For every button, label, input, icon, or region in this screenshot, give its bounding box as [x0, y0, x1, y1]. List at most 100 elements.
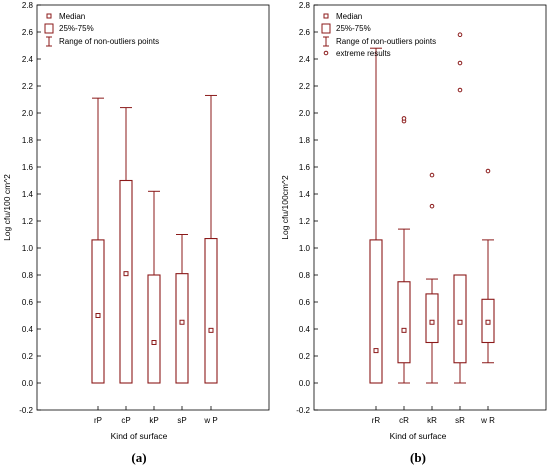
- legend-median-label: Median: [336, 12, 362, 21]
- iqr-box: [453, 274, 467, 364]
- panel-label: (a): [131, 450, 146, 465]
- median-marker: [457, 319, 463, 325]
- extreme-point: [457, 60, 463, 66]
- legend-extreme-marker: [323, 50, 329, 56]
- y-tick-label: 1.4: [22, 190, 34, 199]
- legend-whisker-label: Range of non-outliers points: [59, 37, 159, 46]
- extreme-point: [429, 172, 435, 178]
- legend-box-marker: [321, 23, 331, 34]
- legend: Median 25%-75% Range of non-outliers point…: [321, 12, 436, 58]
- x-tick-label: rP: [94, 416, 102, 425]
- y-tick-label: 1.6: [22, 163, 34, 172]
- box-cp: [119, 107, 133, 384]
- iqr-box: [397, 281, 411, 364]
- iqr-box: [91, 239, 105, 384]
- x-tick-label: cR: [399, 416, 409, 425]
- median-marker: [151, 340, 157, 345]
- legend-box-marker: [44, 23, 54, 34]
- y-axis-title: Log cfu/100cm^2: [280, 175, 290, 240]
- x-tick-label: w R: [480, 416, 495, 425]
- y-tick-label: 0.4: [22, 325, 34, 334]
- y-tick-label: 0.2: [22, 352, 34, 361]
- y-tick-label: 2.2: [22, 82, 34, 91]
- y-tick-label: 1.2: [22, 217, 34, 226]
- y-tick-label: 2.4: [299, 55, 311, 64]
- iqr-box: [119, 179, 133, 384]
- y-tick-label: 1.2: [299, 217, 311, 226]
- y-axis-title: Log cfu/100 cm^2: [2, 174, 12, 241]
- median-marker: [429, 319, 435, 325]
- y-tick-label: 0.2: [299, 352, 311, 361]
- y-tick-label: 0.4: [299, 325, 311, 334]
- x-tick-label: w P: [203, 416, 217, 425]
- y-tick-label: 0.6: [22, 298, 34, 307]
- median-marker: [123, 271, 129, 277]
- legend: Median 25%-75% Range of non-outliers point…: [44, 12, 159, 47]
- box-rr: [369, 47, 383, 384]
- y-tick-label: 1.8: [299, 136, 311, 145]
- y-tick-label: 0.6: [299, 298, 311, 307]
- panel-a: -0.2 0.0 0.2 0.4 0.6 0.8 1.0 1.2 1.4 1.6 1.8 2.0 2.2…: [2, 1, 270, 465]
- extreme-point: [485, 168, 491, 174]
- x-tick-label: kP: [149, 416, 158, 425]
- x-tick-label: sP: [177, 416, 186, 425]
- iqr-box: [175, 273, 189, 384]
- x-axis-title: Kind of surface: [390, 431, 447, 441]
- y-tick-label: -0.2: [296, 406, 310, 415]
- y-tick-label: 1.0: [299, 244, 311, 253]
- iqr-box: [147, 274, 161, 384]
- median-marker: [179, 319, 185, 325]
- median-marker: [485, 319, 491, 325]
- y-tick-label: 0.0: [22, 379, 34, 388]
- legend-median-marker: [323, 13, 329, 19]
- iqr-box: [369, 239, 383, 384]
- y-tick-label: 2.2: [299, 82, 311, 91]
- median-marker: [208, 327, 214, 333]
- box-wp: [204, 94, 218, 384]
- legend-extreme-label: extreme results: [336, 49, 391, 58]
- y-tick-label: 2.6: [22, 28, 34, 37]
- legend-box-label: 25%-75%: [59, 24, 94, 33]
- median-marker: [95, 313, 101, 318]
- panel-b: -0.2 0.0 0.2 0.4 0.6 0.8 1.0 1.2 1.4 1.6 1.8 2.0 2.2…: [280, 1, 547, 465]
- x-tick-label: kR: [427, 416, 437, 425]
- x-axis-title: Kind of surface: [111, 431, 168, 441]
- y-tick-label: 2.8: [22, 1, 34, 10]
- panel-label: (b): [410, 450, 426, 465]
- x-tick-label: rR: [372, 416, 381, 425]
- y-tick-label: -0.2: [19, 406, 33, 415]
- box-wr: [481, 168, 495, 364]
- y-tick-label: 0.0: [299, 379, 311, 388]
- box-kr: [425, 172, 439, 384]
- legend-box-label: 25%-75%: [336, 24, 371, 33]
- extreme-point: [429, 203, 435, 209]
- legend-median-label: Median: [59, 12, 85, 21]
- x-tick-label: sR: [455, 416, 465, 425]
- y-tick-label: 2.6: [299, 28, 311, 37]
- box-sr: [453, 32, 467, 384]
- box-kp: [147, 190, 161, 384]
- y-tick-label: 0.8: [22, 271, 34, 280]
- legend-whisker-label: Range of non-outliers points: [336, 37, 436, 46]
- y-tick-label: 2.8: [299, 1, 311, 10]
- median-marker: [401, 327, 407, 333]
- y-tick-label: 2.4: [22, 55, 34, 64]
- y-tick-label: 0.8: [299, 271, 311, 280]
- y-tick-label: 2.0: [299, 109, 311, 118]
- x-tick-label: cP: [121, 416, 130, 425]
- y-tick-label: 1.8: [22, 136, 34, 145]
- extreme-point: [457, 87, 463, 93]
- y-tick-label: 1.4: [299, 190, 311, 199]
- median-marker: [373, 348, 379, 354]
- iqr-box: [204, 238, 218, 384]
- legend-median-marker: [46, 13, 52, 19]
- box-rp: [91, 97, 105, 384]
- box-cr: [397, 116, 411, 384]
- iqr-box: [425, 293, 439, 344]
- extreme-point: [401, 116, 407, 121]
- y-tick-label: 1.6: [299, 163, 311, 172]
- box-sp: [175, 234, 189, 384]
- y-tick-label: 2.0: [22, 109, 34, 118]
